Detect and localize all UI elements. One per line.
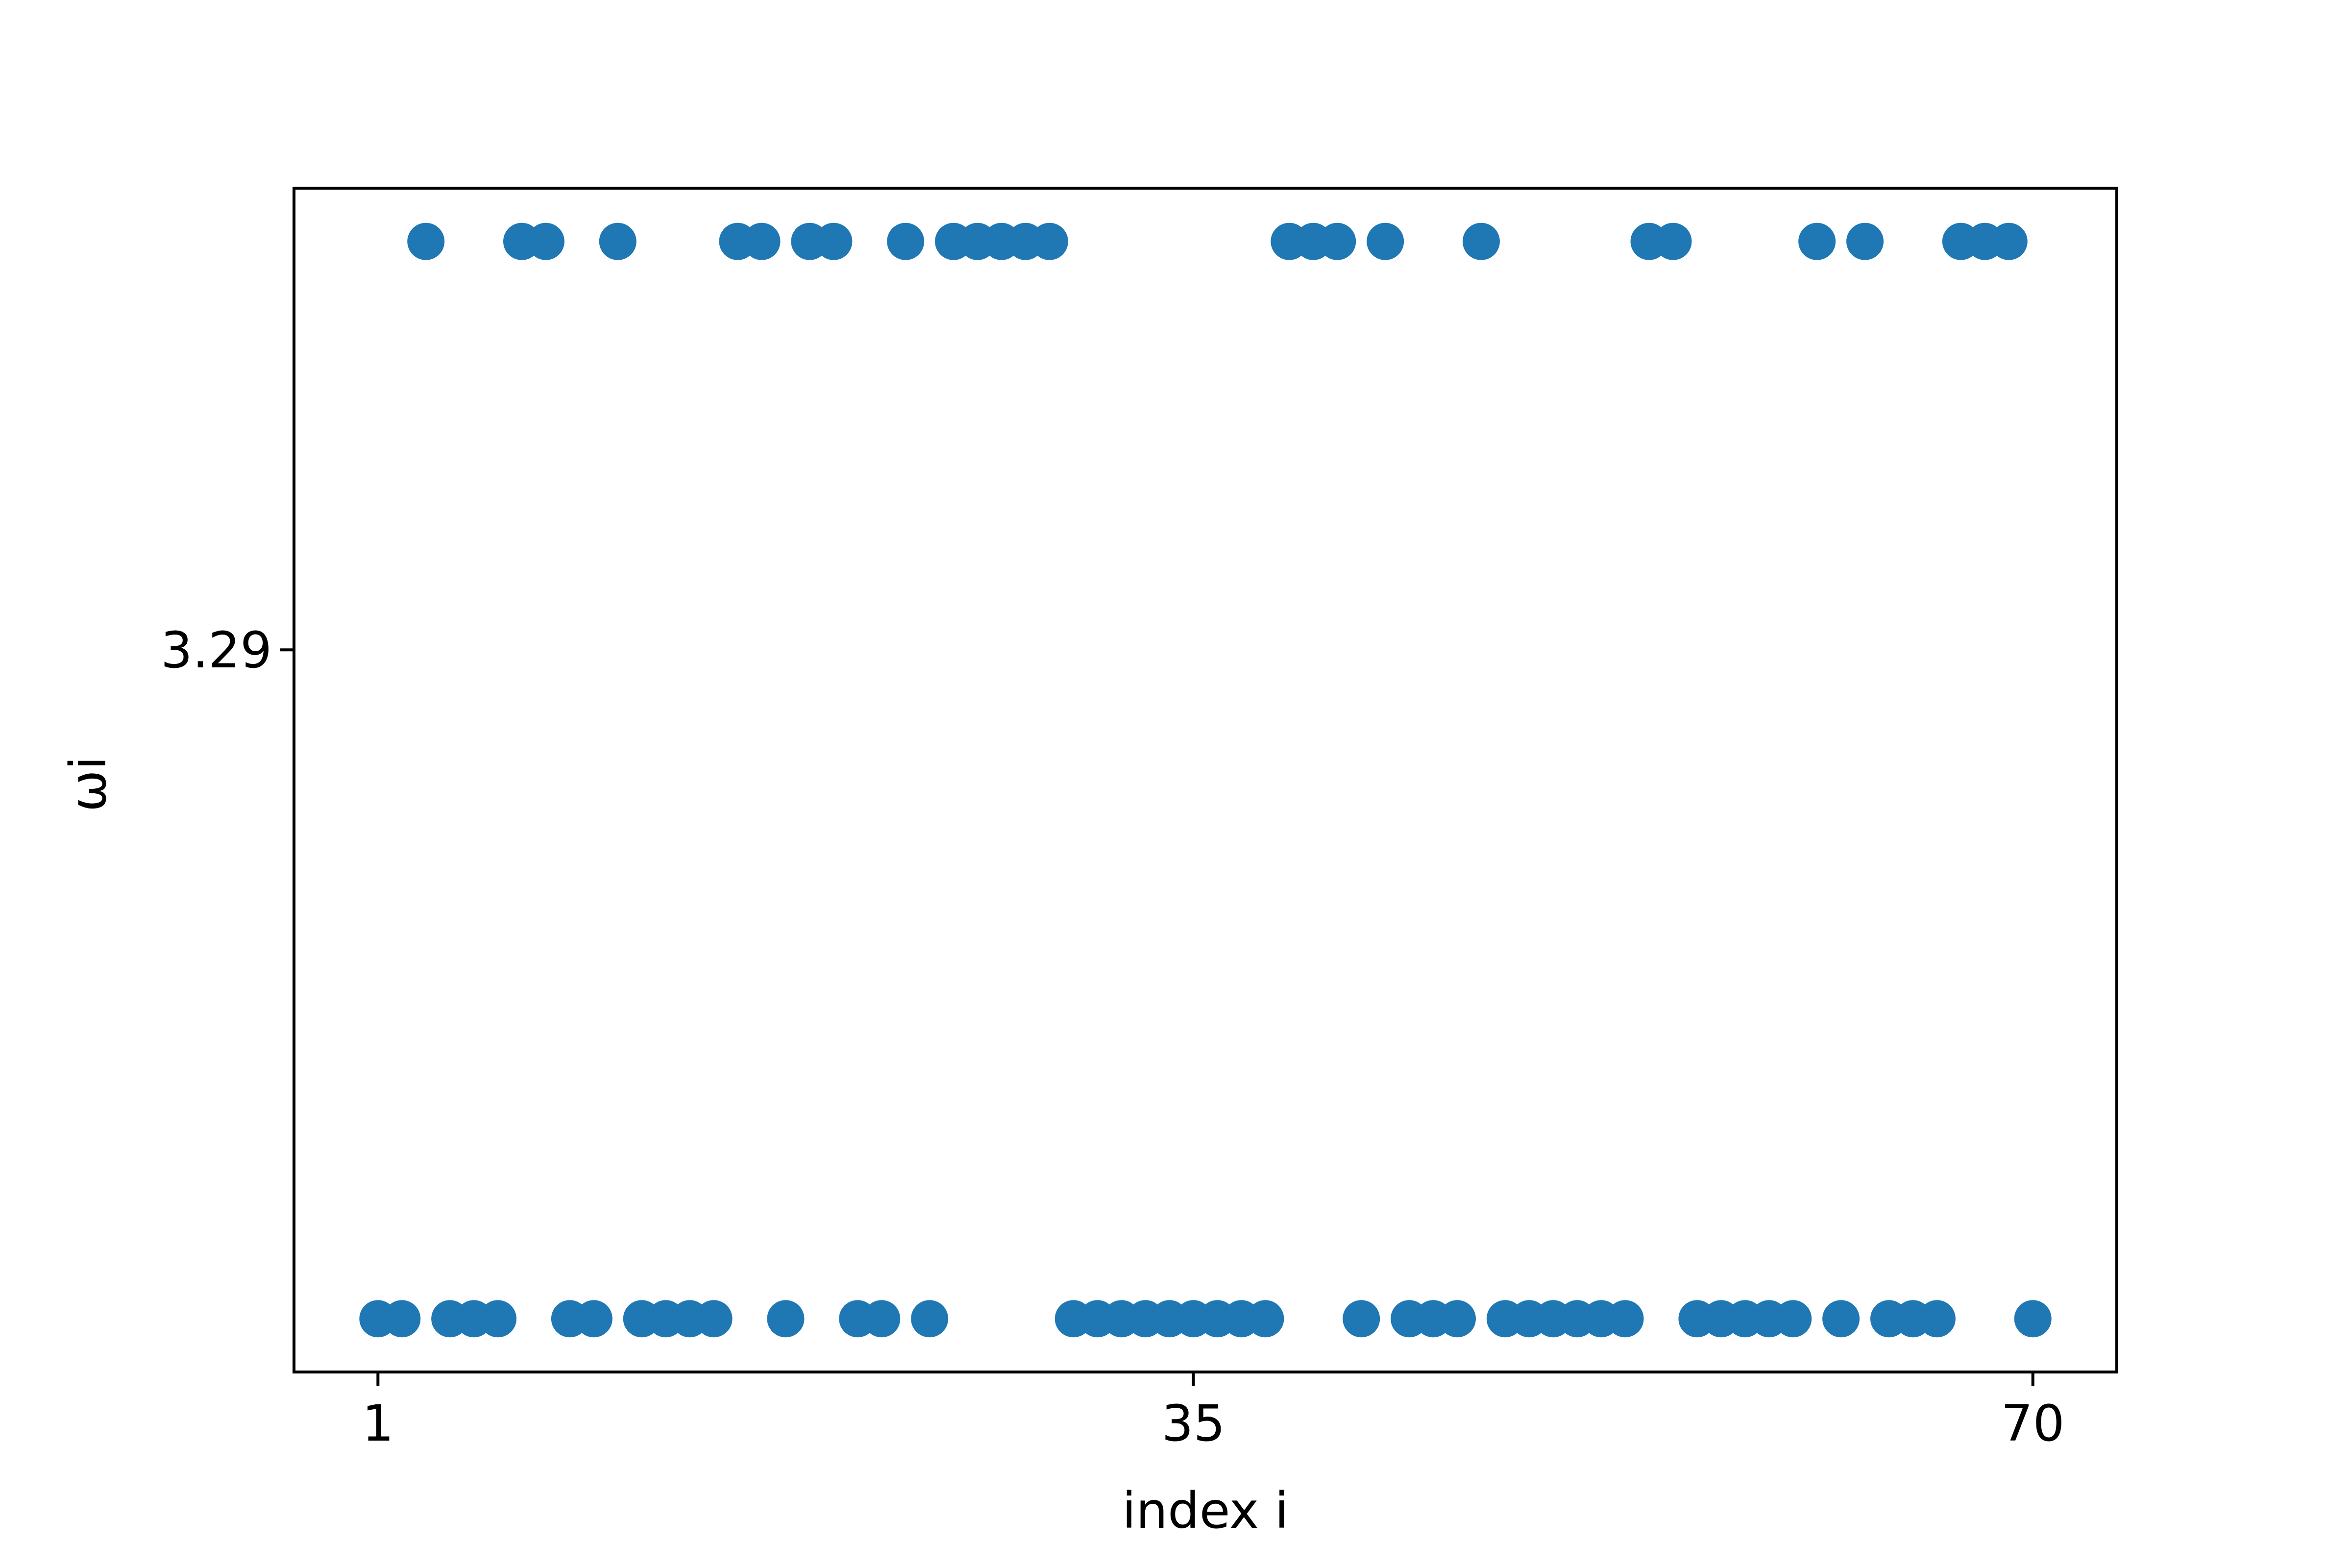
data-point-low-24 <box>911 1300 949 1338</box>
data-point-low-53 <box>1606 1300 1644 1338</box>
y-axis-label: ωi <box>59 756 118 812</box>
data-point-high-17 <box>743 222 781 260</box>
x-tick-label: 70 <box>2001 1395 2065 1453</box>
data-point-low-66 <box>1918 1300 1956 1338</box>
data-point-high-47 <box>1462 222 1500 260</box>
data-point-low-15 <box>695 1300 733 1338</box>
y-tick-label: 3.29 <box>161 621 272 680</box>
data-point-high-43 <box>1367 222 1404 260</box>
x-tick-label: 1 <box>362 1395 394 1453</box>
data-point-high-20 <box>815 222 853 260</box>
data-point-high-8 <box>527 222 564 260</box>
data-point-high-55 <box>1654 222 1692 260</box>
data-point-low-6 <box>479 1300 517 1338</box>
data-point-low-10 <box>575 1300 612 1338</box>
data-point-high-3 <box>407 222 445 260</box>
data-point-high-11 <box>599 222 637 260</box>
x-axis: 1 35 70 <box>362 1372 2065 1453</box>
data-point-low-70 <box>2014 1300 2052 1338</box>
data-point-low-22 <box>863 1300 901 1338</box>
x-tick-label: 35 <box>1162 1395 1225 1453</box>
data-point-high-63 <box>1846 222 1884 260</box>
data-point-high-61 <box>1798 222 1836 260</box>
plot-frame <box>293 187 2118 1373</box>
data-point-high-29 <box>1030 222 1068 260</box>
data-point-high-69 <box>1990 222 2028 260</box>
data-point-low-38 <box>1247 1300 1284 1338</box>
data-point-low-62 <box>1822 1300 1860 1338</box>
data-point-low-2 <box>383 1300 421 1338</box>
y-axis: 3.29 <box>161 621 294 680</box>
data-point-low-46 <box>1438 1300 1476 1338</box>
data-point-high-23 <box>887 222 925 260</box>
data-point-low-18 <box>767 1300 805 1338</box>
data-point-low-42 <box>1343 1300 1380 1338</box>
points-layer <box>359 222 2052 1338</box>
data-point-high-41 <box>1319 222 1356 260</box>
x-axis-label: index i <box>1122 1482 1289 1540</box>
data-point-low-60 <box>1774 1300 1812 1338</box>
